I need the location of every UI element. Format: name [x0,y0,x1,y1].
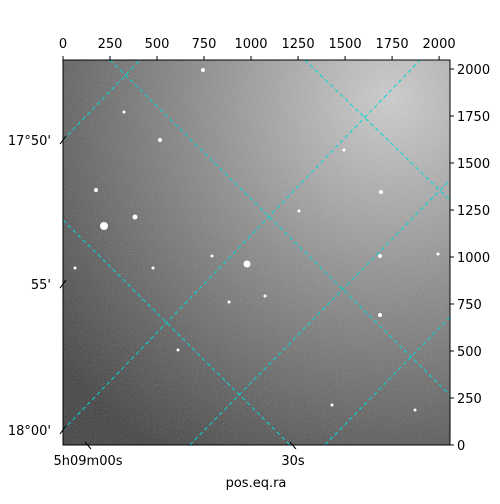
x-tick-label: 250 [98,37,123,52]
ra-tick [84,441,92,450]
x-axis-label: pos.eq.ra [226,476,287,491]
dec-tick [59,135,67,145]
y-tick-label: 2000 [457,63,490,78]
y-tick-label: 0 [457,439,465,454]
sky-image [63,60,450,445]
ra-tick-label: 30s [281,454,305,469]
dec-tick [59,425,67,435]
stars [73,68,440,412]
x-tick-label: 750 [192,37,217,52]
x-tick-label: 0 [59,37,67,52]
y-tick-label: 1750 [457,110,490,125]
plot-frame [62,59,451,446]
x-tick-label: 1750 [376,37,409,52]
ra-tick [289,441,297,450]
x-tick-label: 1500 [329,37,362,52]
dec-tick-label: 18°00' [8,424,51,439]
y-tick-label: 1250 [457,204,490,219]
x-tick-label: 1250 [282,37,315,52]
y-tick-label: 750 [457,298,482,313]
y-tick-label: 500 [457,345,482,360]
y-tick-label: 250 [457,392,482,407]
x-tick-label: 500 [145,37,170,52]
dec-tick-label: 55' [31,278,51,293]
ra-tick-label: 5h09m00s [53,454,122,469]
coordinate-grid [63,60,450,445]
y-tick-label: 1000 [457,251,490,266]
x-tick-label: 2000 [423,37,456,52]
x-tick-label: 1000 [234,37,267,52]
dec-tick [59,279,67,289]
dec-tick-label: 17°50' [8,134,51,149]
y-tick-label: 1500 [457,157,490,172]
